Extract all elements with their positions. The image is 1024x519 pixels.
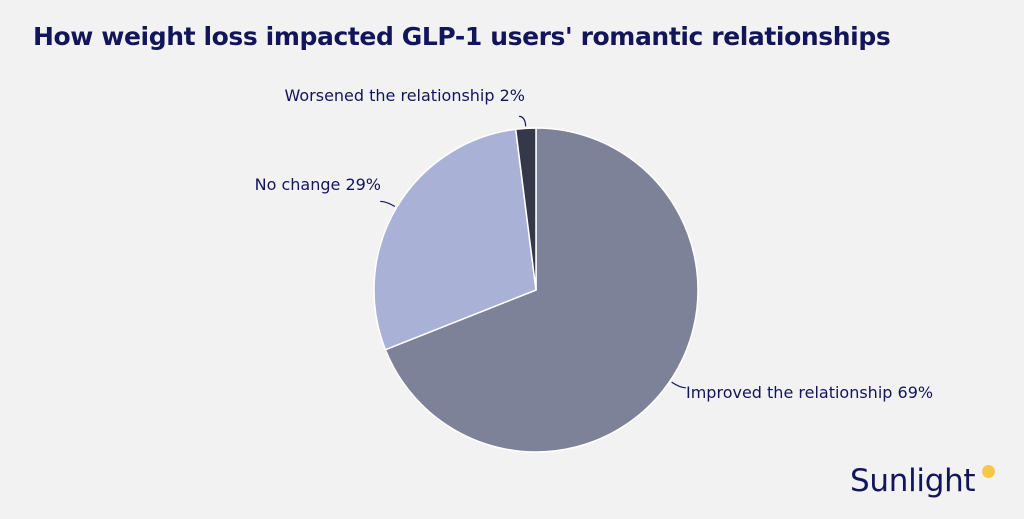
chart-title: How weight loss impacted GLP-1 users' ro…	[33, 22, 891, 51]
leader-line	[671, 381, 686, 389]
slice-label: Worsened the relationship 2%	[284, 86, 525, 105]
sunlight-logo: Sunlight	[850, 463, 976, 499]
slice-label: Improved the relationship 69%	[686, 383, 933, 402]
slice-label: No change 29%	[255, 175, 381, 194]
pie-slice-no-change	[373, 128, 537, 351]
pie-slice-improved-the-relationship	[384, 127, 699, 453]
leader-line	[380, 200, 396, 208]
leader-line	[519, 115, 527, 127]
sunlight-logo-dot	[982, 465, 995, 478]
pie-slice-worsened-the-relationship	[514, 127, 537, 291]
